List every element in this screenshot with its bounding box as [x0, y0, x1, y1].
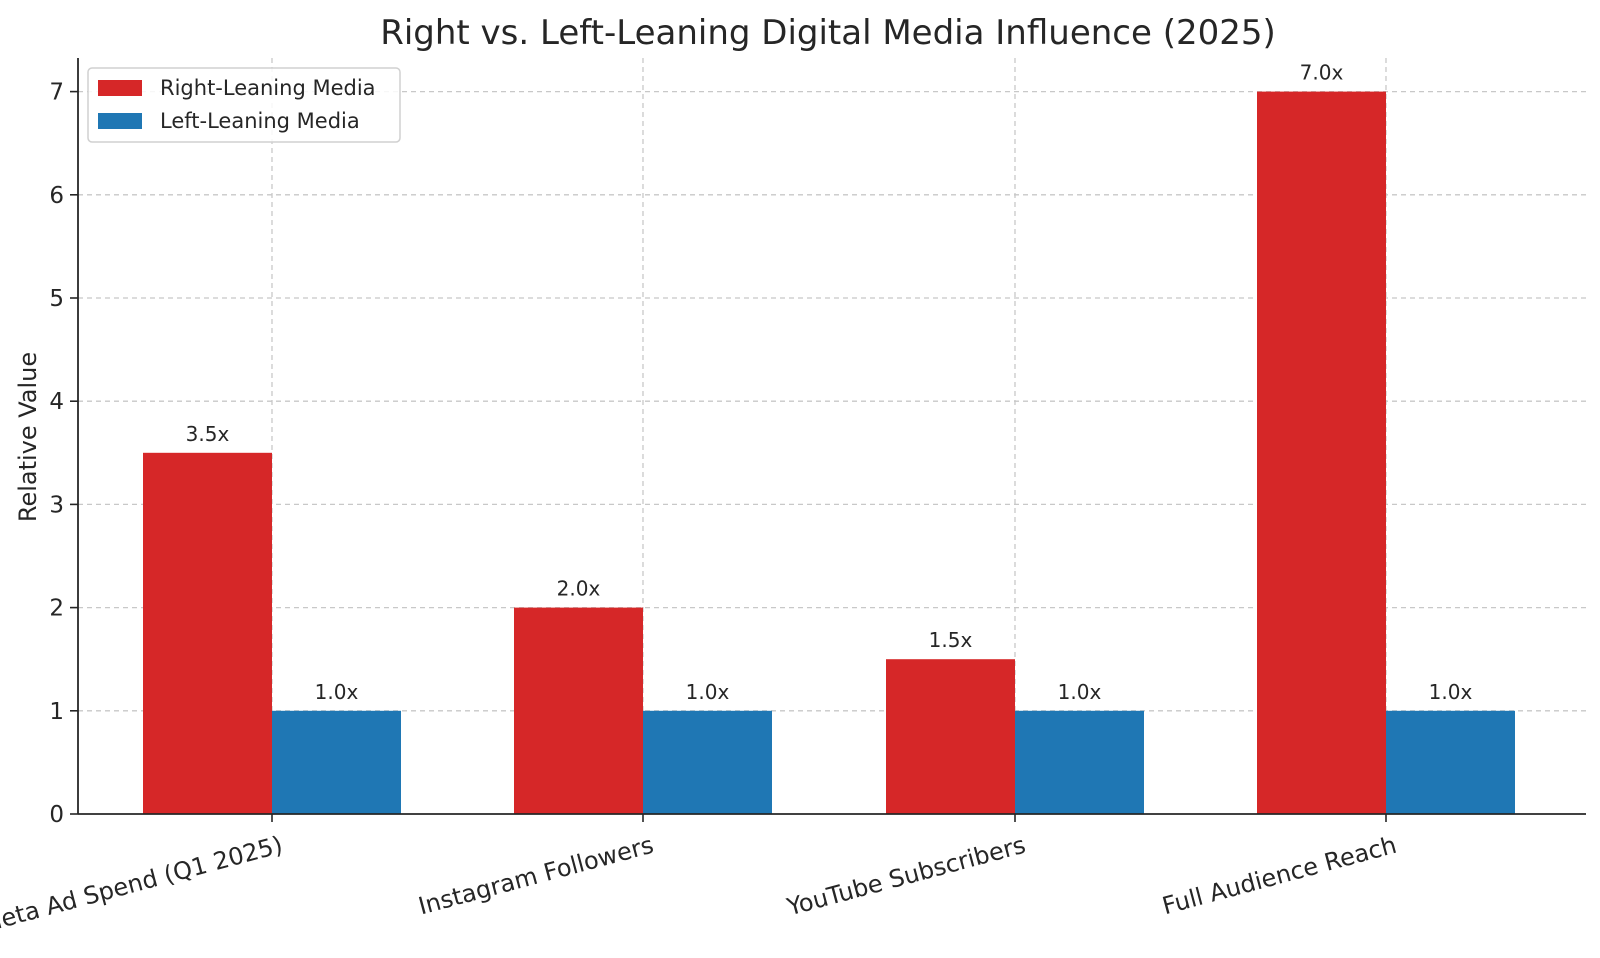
bar-right-leaning — [886, 659, 1015, 814]
bar-left-leaning — [1386, 710, 1515, 814]
bar-value-label: 1.0x — [1429, 680, 1473, 704]
legend-label: Left-Leaning Media — [160, 109, 360, 133]
bar-value-label: 1.0x — [315, 680, 359, 704]
y-axis-label: Relative Value — [14, 352, 42, 522]
bar-right-leaning — [514, 607, 643, 814]
y-tick-label: 4 — [49, 389, 64, 415]
bar-left-leaning — [1015, 710, 1144, 814]
x-tick-label: Full Audience Reach — [1159, 831, 1399, 920]
bar-right-leaning — [1257, 91, 1386, 815]
bar-value-label: 1.0x — [1058, 680, 1102, 704]
y-tick-label: 2 — [49, 596, 64, 622]
y-tick-label: 7 — [49, 80, 64, 106]
bar-value-label: 1.5x — [929, 628, 973, 652]
y-tick-label: 0 — [49, 802, 64, 828]
bars — [143, 91, 1515, 815]
x-tick-label: YouTube Subscribers — [783, 831, 1028, 922]
y-tick-label: 1 — [49, 699, 64, 725]
legend-label: Right-Leaning Media — [160, 76, 376, 100]
y-tick-labels: 0 1 2 3 4 5 6 7 — [49, 80, 64, 828]
bar-value-label: 7.0x — [1300, 61, 1344, 85]
legend: Right-Leaning Media Left-Leaning Media — [87, 67, 401, 143]
y-tick-label: 6 — [49, 183, 64, 209]
x-tick-labels: Meta Ad Spend (Q1 2025) Instagram Followe… — [0, 831, 1400, 939]
axes — [70, 58, 1586, 822]
x-tick-label: Meta Ad Spend (Q1 2025) — [0, 831, 286, 939]
legend-box — [87, 67, 401, 143]
bar-right-leaning — [143, 452, 272, 814]
bar-value-label: 3.5x — [186, 422, 230, 446]
legend-swatch — [98, 80, 142, 96]
bar-left-leaning — [643, 710, 772, 814]
bar-value-label: 2.0x — [557, 577, 601, 601]
y-tick-label: 3 — [49, 492, 64, 518]
chart-title: Right vs. Left-Leaning Digital Media Inf… — [380, 13, 1276, 53]
data-labels: 3.5x 2.0x 1.5x 7.0x 1.0x 1.0x 1.0x 1.0x — [186, 61, 1473, 704]
x-tick-label: Instagram Followers — [415, 831, 656, 921]
bar-value-label: 1.0x — [686, 680, 730, 704]
legend-swatch — [98, 113, 142, 129]
y-tick-label: 5 — [49, 286, 64, 312]
bar-left-leaning — [272, 710, 401, 814]
